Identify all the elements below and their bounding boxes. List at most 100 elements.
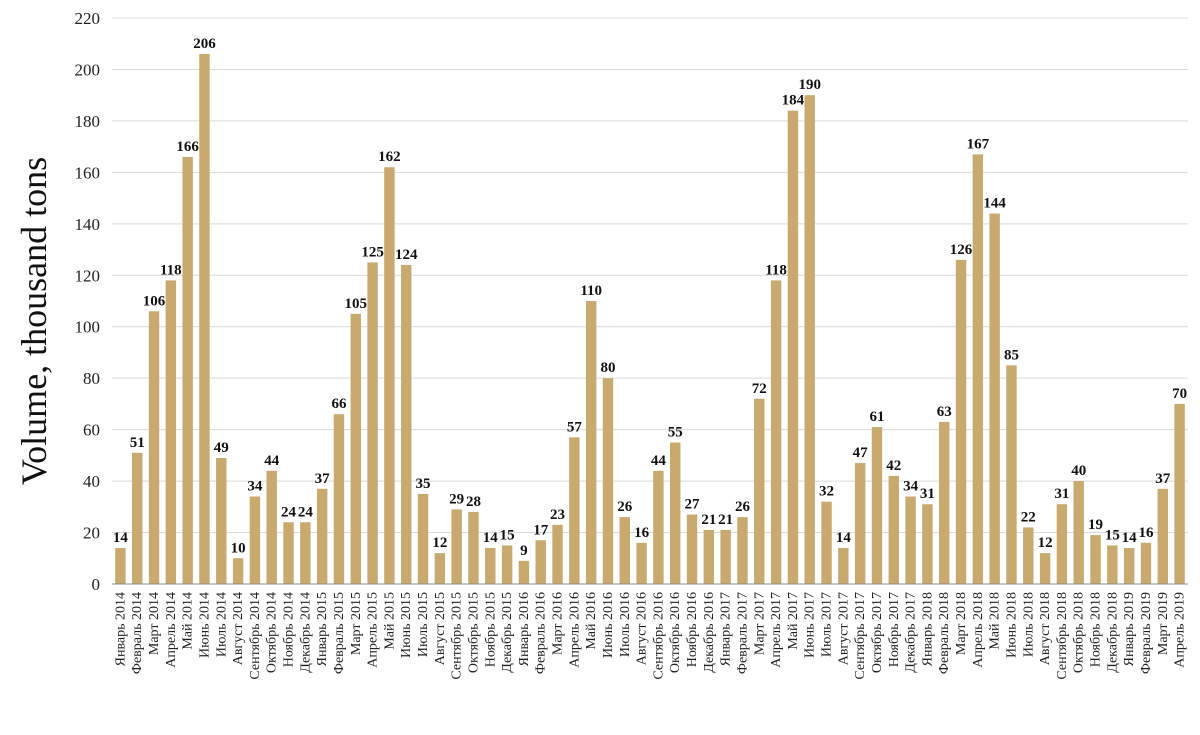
data-label: 15 xyxy=(500,527,515,543)
x-tick-label: Январь 2016 xyxy=(517,592,532,666)
data-label: 24 xyxy=(281,504,297,520)
bar xyxy=(1090,535,1101,584)
gridlines xyxy=(112,17,1188,534)
x-tick-label: Август 2018 xyxy=(1038,592,1053,665)
data-label: 72 xyxy=(752,381,767,397)
bar xyxy=(132,452,143,584)
bar xyxy=(737,517,748,584)
data-label: 28 xyxy=(466,494,481,510)
x-tick-label: Октябрь 2017 xyxy=(870,592,885,673)
data-label: 9 xyxy=(520,543,528,559)
y-tick-label: 20 xyxy=(83,524,100,543)
x-tick-label: Февраль 2017 xyxy=(735,592,750,674)
x-tick-label: Декабрь 2015 xyxy=(500,592,515,673)
x-tick-label: Июль 2015 xyxy=(416,592,431,657)
bar xyxy=(1023,527,1034,584)
x-tick-label: Ноябрь 2016 xyxy=(685,592,700,667)
data-label: 61 xyxy=(869,409,884,425)
y-tick-label: 200 xyxy=(75,60,101,79)
bar xyxy=(569,437,580,584)
x-tick-label: Июнь 2015 xyxy=(399,592,414,658)
x-tick-label: Январь 2019 xyxy=(1122,592,1137,666)
x-tick-label: Апрель 2016 xyxy=(567,592,582,668)
data-label: 15 xyxy=(1105,527,1120,543)
data-label: 40 xyxy=(1071,463,1086,479)
data-label: 118 xyxy=(765,262,787,278)
x-tick-label: Март 2014 xyxy=(147,592,162,655)
x-tick-label: Апрель 2019 xyxy=(1173,592,1188,668)
data-label: 31 xyxy=(920,486,935,502)
bar xyxy=(720,529,731,584)
bar xyxy=(804,95,815,584)
data-label: 206 xyxy=(193,36,216,52)
x-tick-label: Ноябрь 2017 xyxy=(887,592,902,667)
x-tick-label: Декабрь 2017 xyxy=(904,592,919,673)
bar xyxy=(922,504,933,584)
data-label: 14 xyxy=(483,530,499,546)
x-tick-label: Июнь 2017 xyxy=(803,592,818,658)
y-tick-label: 140 xyxy=(75,215,101,234)
x-tick-label: Июнь 2014 xyxy=(197,592,212,658)
y-tick-label: 60 xyxy=(83,421,100,440)
x-tick-label: Сентябрь 2016 xyxy=(651,592,666,680)
x-tick-label: Октябрь 2015 xyxy=(466,592,481,673)
data-label: 19 xyxy=(1088,517,1103,533)
x-tick-label: Июнь 2016 xyxy=(601,592,616,658)
x-tick-label: Декабрь 2016 xyxy=(702,592,717,673)
x-tick-label: Июль 2014 xyxy=(214,592,229,657)
x-tick-label: Март 2017 xyxy=(752,592,767,655)
bar xyxy=(350,313,361,584)
x-tick-label: Август 2015 xyxy=(433,592,448,665)
x-tick-label: Июль 2018 xyxy=(1021,592,1036,657)
x-tick-label: Август 2016 xyxy=(635,592,650,665)
x-tick-label: Февраль 2014 xyxy=(130,592,145,674)
data-label: 12 xyxy=(432,535,447,551)
data-label: 26 xyxy=(735,499,751,515)
x-tick-label: Октябрь 2018 xyxy=(1072,592,1087,673)
bar xyxy=(300,522,311,584)
bar xyxy=(316,488,328,584)
x-tick-label: Февраль 2019 xyxy=(1139,592,1154,674)
y-tick-label: 160 xyxy=(75,163,101,182)
data-label: 80 xyxy=(600,360,615,376)
x-tick-label: Ноябрь 2015 xyxy=(483,592,498,667)
bar xyxy=(249,496,261,584)
data-label: 105 xyxy=(345,296,368,312)
bar xyxy=(821,501,832,584)
bar xyxy=(468,511,479,584)
x-tick-label: Октябрь 2014 xyxy=(265,592,280,673)
x-tick-label: Декабрь 2014 xyxy=(298,592,313,673)
data-label: 110 xyxy=(580,283,602,299)
bar xyxy=(1157,488,1168,584)
x-tick-label: Август 2017 xyxy=(836,592,851,665)
bar xyxy=(1174,403,1185,584)
bar xyxy=(384,167,395,584)
data-label: 167 xyxy=(967,136,990,152)
data-label: 31 xyxy=(1054,486,1069,502)
x-tick-label: Февраль 2015 xyxy=(332,592,347,674)
data-label: 14 xyxy=(1122,530,1138,546)
x-tick-label: Май 2015 xyxy=(382,592,397,650)
x-tick-label: Апрель 2017 xyxy=(769,592,784,668)
bar xyxy=(1006,365,1017,584)
x-tick-label: Сентябрь 2018 xyxy=(1055,592,1070,680)
x-tick-label: Ноябрь 2018 xyxy=(1089,592,1104,667)
bar xyxy=(232,558,244,584)
bar xyxy=(485,547,496,584)
bar xyxy=(148,311,160,584)
bar xyxy=(451,509,462,584)
data-label: 49 xyxy=(214,440,229,456)
bar xyxy=(1039,553,1051,584)
x-tick-label: Март 2018 xyxy=(954,592,969,655)
bar xyxy=(216,457,227,584)
bar xyxy=(602,378,614,584)
bars xyxy=(115,54,1185,585)
data-label: 55 xyxy=(668,425,683,441)
bar xyxy=(838,547,849,584)
x-tick-label: Январь 2014 xyxy=(113,592,128,666)
x-tick-label: Март 2015 xyxy=(349,592,364,655)
bar xyxy=(552,524,563,584)
bar xyxy=(367,262,378,584)
bar xyxy=(905,496,916,584)
x-tick-label: Май 2018 xyxy=(988,592,1003,650)
